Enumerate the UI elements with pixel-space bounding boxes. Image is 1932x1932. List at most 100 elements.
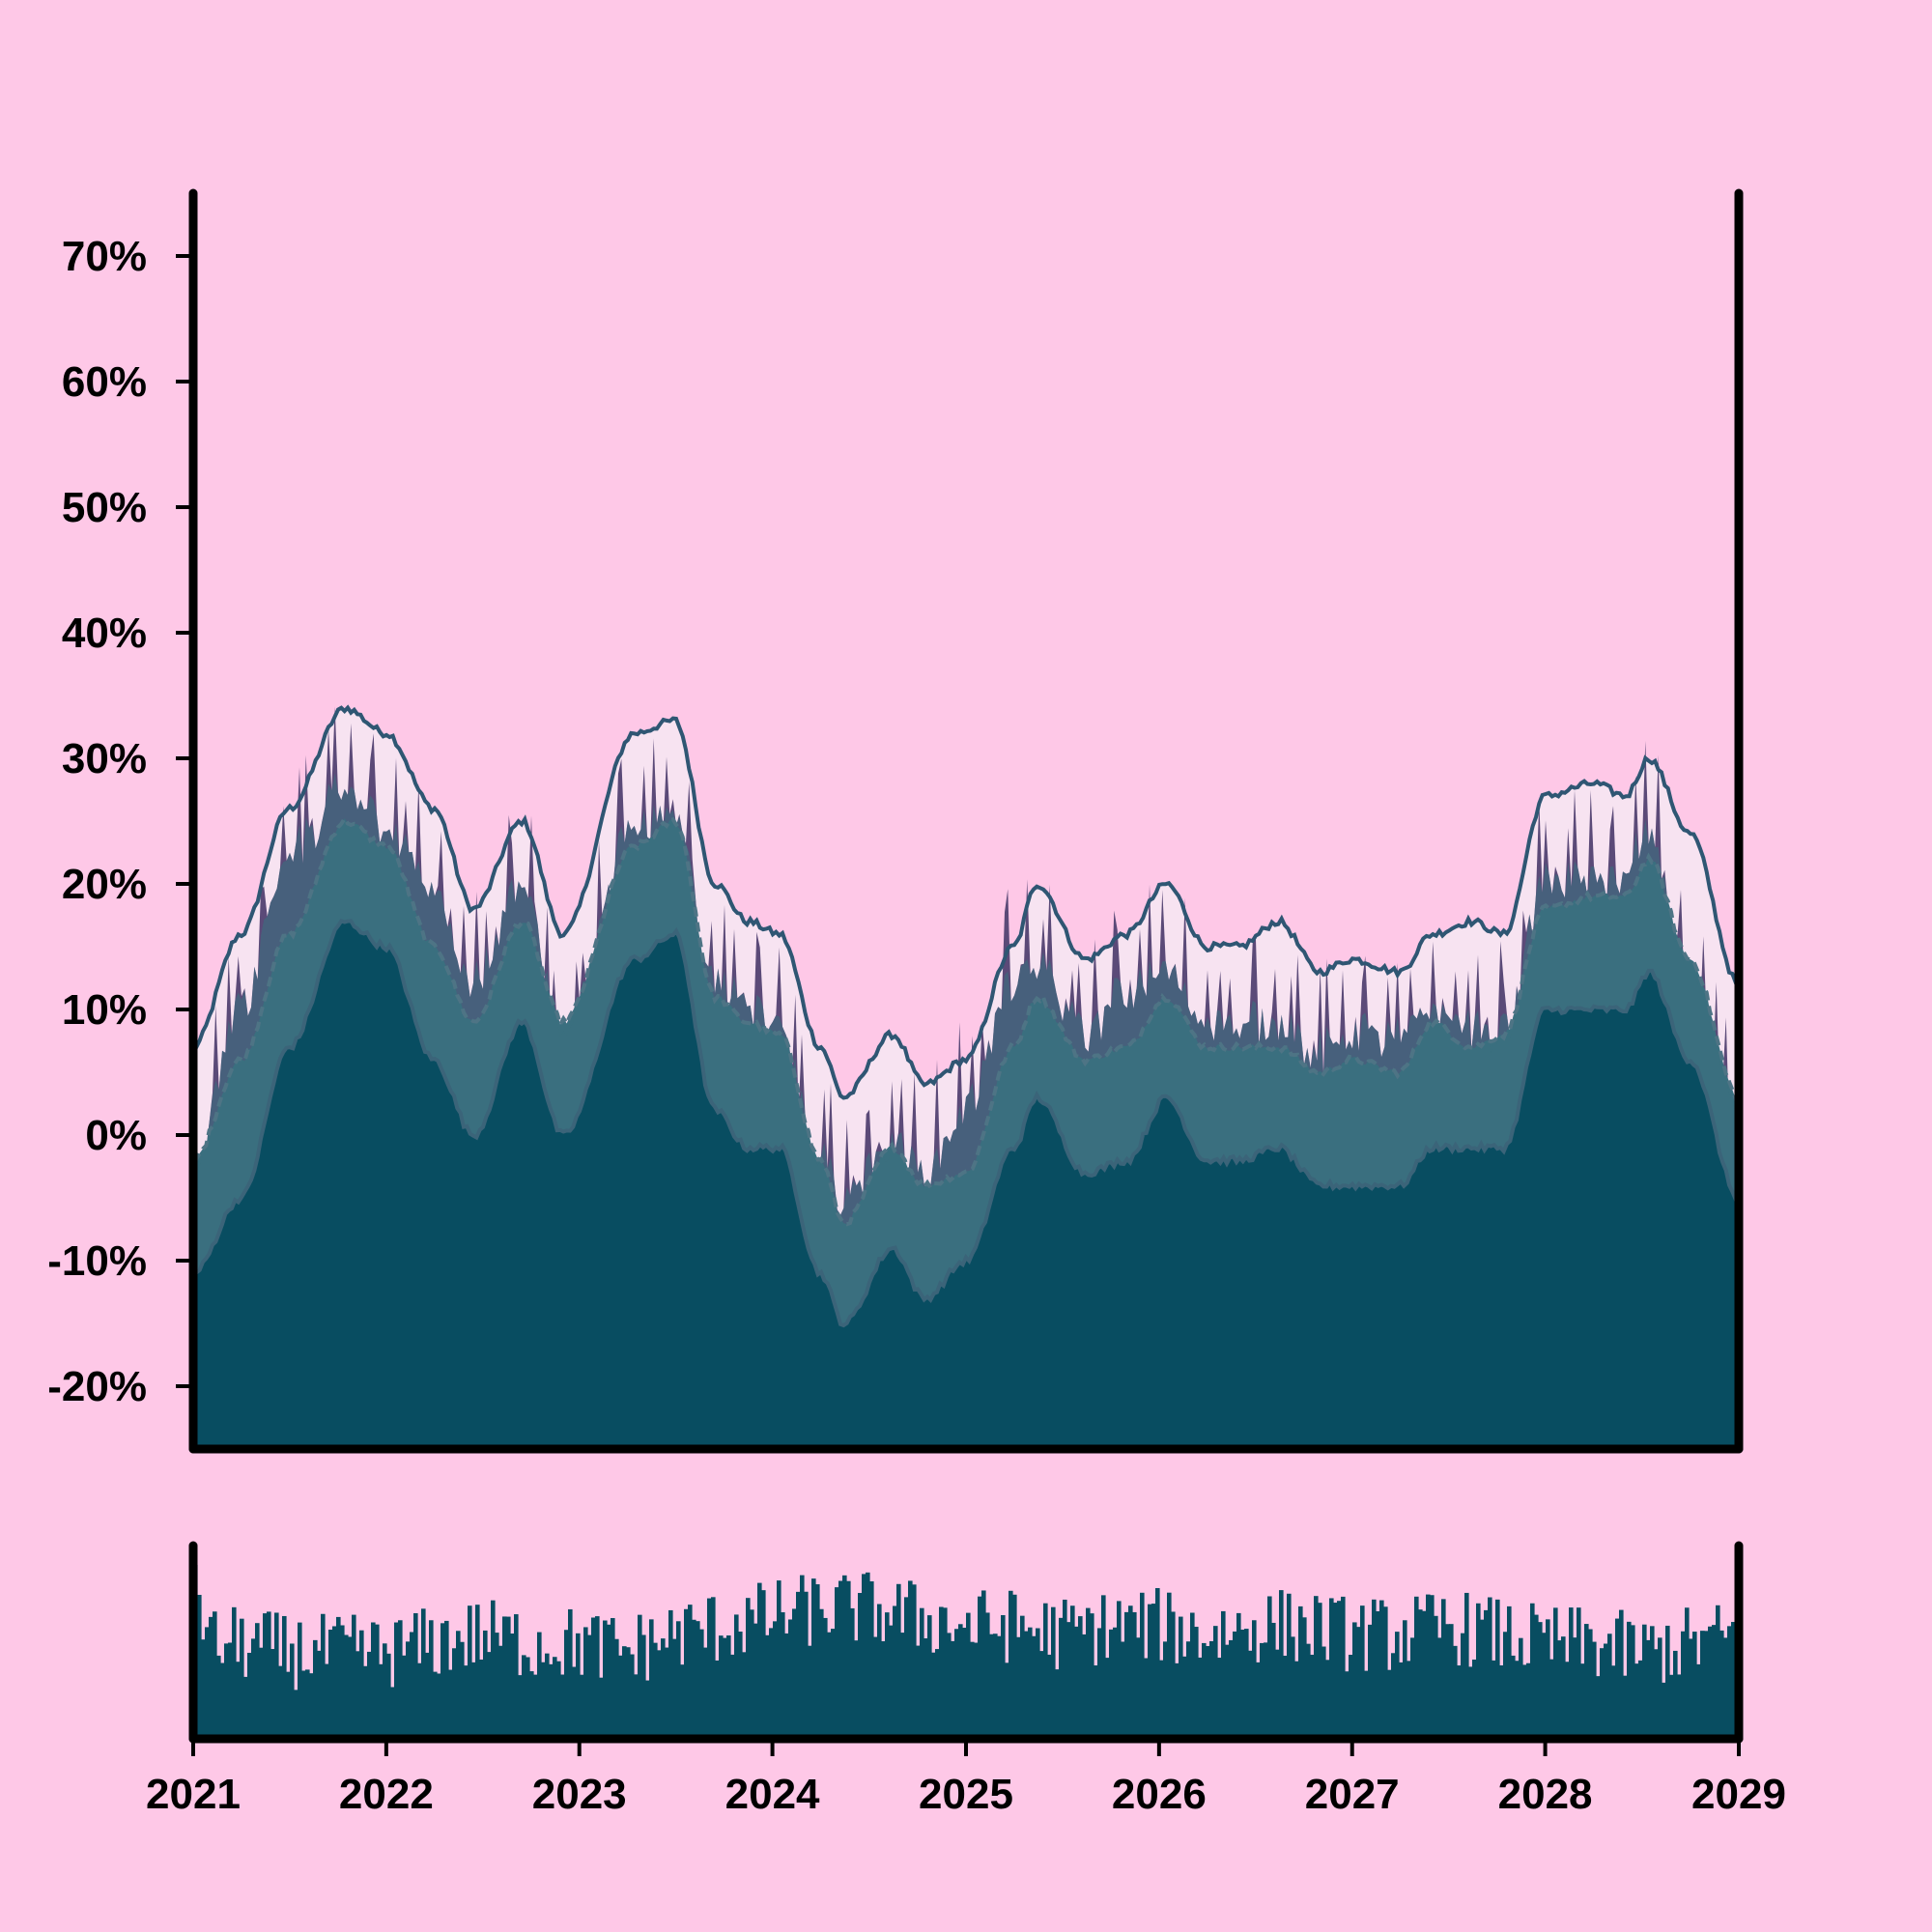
- volume-bar: [286, 1671, 291, 1739]
- volume-bar: [224, 1643, 229, 1739]
- volume-bar: [502, 1616, 507, 1739]
- volume-bar: [1105, 1658, 1110, 1739]
- volume-bar: [1337, 1601, 1342, 1739]
- volume-bar: [1271, 1622, 1276, 1739]
- volume-bar: [1669, 1674, 1674, 1739]
- volume-bar: [213, 1611, 217, 1739]
- volume-bar: [684, 1608, 689, 1739]
- volume-bar: [1642, 1624, 1647, 1739]
- volume-bar: [1221, 1610, 1226, 1739]
- volume-bar: [1422, 1610, 1427, 1739]
- volume-bar: [1488, 1597, 1492, 1739]
- x-tick-label: 2029: [1691, 1771, 1786, 1818]
- volume-bar: [1094, 1665, 1098, 1739]
- volume-bar: [1503, 1632, 1508, 1739]
- volume-bar: [444, 1620, 449, 1739]
- volume-bar: [1213, 1626, 1218, 1739]
- volume-bar: [1074, 1626, 1079, 1739]
- x-tick-label: 2023: [532, 1771, 627, 1818]
- volume-bar: [1650, 1626, 1655, 1739]
- volume-bar: [510, 1634, 515, 1739]
- volume-bar: [676, 1621, 681, 1739]
- volume-bar: [916, 1645, 921, 1739]
- volume-bar: [317, 1650, 322, 1739]
- volume-bar: [893, 1605, 897, 1739]
- volume-bar-chart: 2021 2022 2023 2024 2025 2026 2027 2028 2029: [146, 1541, 1786, 1818]
- volume-bar: [1484, 1609, 1489, 1739]
- volume-bar: [1596, 1676, 1601, 1739]
- volume-bar: [1646, 1639, 1651, 1739]
- volume-bar: [653, 1642, 658, 1739]
- volume-bar: [1325, 1660, 1330, 1739]
- volume-bar: [1611, 1665, 1616, 1739]
- volume-bar: [881, 1641, 886, 1739]
- volume-bar: [209, 1616, 213, 1739]
- volume-bar: [645, 1680, 650, 1739]
- volume-bar: [1298, 1605, 1303, 1739]
- volume-bar: [1549, 1659, 1554, 1739]
- volume-bar: [912, 1584, 917, 1739]
- volume-bar: [479, 1659, 484, 1739]
- volume-bar: [1445, 1624, 1450, 1739]
- volume-bar: [1430, 1595, 1435, 1739]
- volume-bar: [1236, 1612, 1241, 1739]
- volume-bar: [1039, 1651, 1044, 1739]
- volume-bar: [1441, 1599, 1446, 1739]
- volume-bar: [1457, 1665, 1462, 1739]
- volume-bar: [1553, 1607, 1558, 1739]
- volume-bar: [1464, 1592, 1469, 1739]
- volume-bar: [777, 1580, 781, 1739]
- volume-bar: [634, 1674, 639, 1739]
- volume-bar: [263, 1613, 268, 1739]
- volume-bar: [1727, 1626, 1732, 1739]
- y-tick-label: -10%: [47, 1237, 147, 1285]
- volume-bar: [529, 1671, 534, 1739]
- volume-bar: [711, 1597, 716, 1739]
- volume-bar: [846, 1580, 851, 1739]
- volume-bar: [1059, 1617, 1064, 1739]
- volume-bar: [1538, 1622, 1543, 1739]
- volume-bar: [618, 1655, 623, 1739]
- volume-bar: [367, 1651, 372, 1739]
- volume-bar: [1020, 1615, 1025, 1739]
- y-tick-label: 20%: [62, 861, 147, 908]
- volume-bar: [440, 1623, 445, 1739]
- volume-bar: [904, 1597, 909, 1739]
- volume-bar: [1708, 1626, 1713, 1739]
- volume-bar: [448, 1669, 453, 1739]
- volume-bar: [734, 1614, 739, 1739]
- volume-bar: [437, 1673, 441, 1739]
- volume-bar: [506, 1616, 511, 1739]
- volume-bar: [236, 1662, 241, 1739]
- volume-bar: [951, 1640, 955, 1739]
- volume-bar: [1519, 1637, 1523, 1739]
- volume-bar: [923, 1638, 928, 1739]
- x-tick-label: 2027: [1305, 1771, 1400, 1818]
- volume-bar: [545, 1653, 550, 1739]
- volume-bar: [1229, 1639, 1234, 1739]
- volume-bar: [997, 1635, 1002, 1739]
- volume-bar: [526, 1657, 530, 1739]
- volume-bar: [1047, 1654, 1052, 1739]
- volume-bar: [309, 1673, 314, 1739]
- volume-bar: [1383, 1606, 1388, 1739]
- volume-bar: [332, 1626, 337, 1739]
- volume-bar: [1677, 1674, 1682, 1739]
- volume-bar: [1009, 1590, 1013, 1739]
- volume-bar: [854, 1640, 859, 1739]
- volume-bar: [591, 1617, 596, 1739]
- volume-bar: [1530, 1603, 1535, 1739]
- volume-bar: [1349, 1655, 1353, 1739]
- volume-bar: [723, 1637, 727, 1739]
- volume-bar: [564, 1630, 569, 1739]
- volume-bar: [1403, 1620, 1407, 1739]
- volume-bar: [1638, 1660, 1643, 1739]
- volume-bar: [1716, 1605, 1720, 1739]
- volume-bar: [750, 1609, 754, 1739]
- volume-bar: [649, 1619, 654, 1739]
- volume-bar: [877, 1604, 882, 1739]
- volume-bar: [495, 1633, 499, 1739]
- volume-bar: [603, 1620, 608, 1739]
- volume-bar: [1573, 1637, 1577, 1739]
- volume-bar: [464, 1665, 469, 1739]
